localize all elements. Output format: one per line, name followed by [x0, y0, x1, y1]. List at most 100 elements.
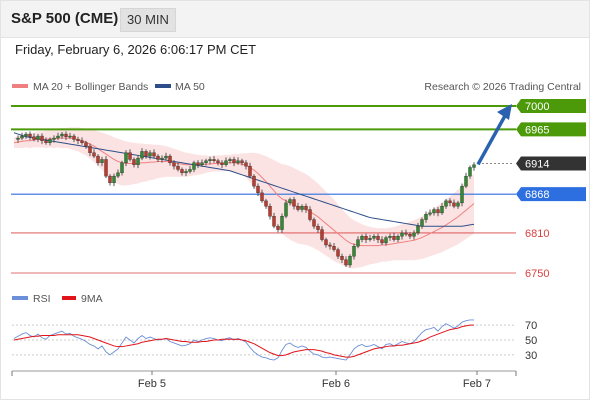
- level-label-6810: 6810: [525, 228, 549, 240]
- candle-body: [436, 209, 440, 214]
- candle-body: [196, 162, 200, 165]
- candle-body: [472, 164, 476, 168]
- candle-body: [400, 232, 404, 237]
- candle-body: [260, 192, 264, 202]
- ma50-legend-label: MA 50: [175, 81, 205, 93]
- candle-body: [444, 200, 448, 207]
- time-label-2: Feb 7: [463, 378, 491, 390]
- rsi-panel: 70 50 30: [12, 319, 537, 362]
- rsi-legend-label: RSI: [33, 293, 51, 305]
- candle-body: [224, 160, 228, 165]
- candle-body: [376, 236, 380, 240]
- bollinger-band-area: [14, 127, 474, 269]
- candle-body: [276, 226, 280, 230]
- ma20-line: [13, 137, 475, 247]
- candle-body: [52, 137, 56, 140]
- bollinger-band: [14, 127, 474, 269]
- rsi-legend-swatch: [12, 296, 28, 300]
- candle-body: [184, 171, 188, 174]
- candle-body: [432, 209, 436, 214]
- candle-body: [340, 256, 344, 260]
- forecast-arrow-shaft: [476, 113, 508, 166]
- candle-body: [112, 175, 116, 184]
- candle-body: [164, 155, 168, 159]
- candle-body: [264, 200, 268, 207]
- candle-body: [32, 136, 36, 140]
- level-tag-6914: [516, 156, 586, 171]
- candle-body: [120, 162, 124, 173]
- candle-body: [108, 175, 112, 184]
- candle-body: [136, 157, 140, 165]
- candle-body: [48, 139, 52, 143]
- candle-body: [20, 135, 24, 139]
- ma9-legend-swatch: [62, 296, 76, 300]
- rsi-ma-line: [13, 324, 474, 358]
- candle-body: [456, 202, 460, 207]
- ma20-legend-swatch: [12, 84, 28, 88]
- price-legend: MA 20 + Bollinger Bands MA 50 Research ©…: [12, 81, 581, 93]
- candle-body: [24, 133, 28, 137]
- candle-body: [448, 200, 452, 204]
- candle-body: [412, 232, 416, 237]
- candle-body: [160, 157, 164, 160]
- candle-body: [236, 160, 240, 163]
- candle-body: [316, 226, 320, 230]
- candle-body: [100, 159, 104, 163]
- rsi-line: [13, 319, 474, 361]
- candle-body: [40, 135, 44, 141]
- candle-body: [368, 238, 372, 240]
- candle-body: [232, 159, 236, 163]
- candle-body: [216, 160, 220, 163]
- forecast-arrow: [476, 104, 512, 166]
- candle-body: [44, 140, 48, 143]
- candle-body: [36, 135, 40, 140]
- candle-body: [284, 202, 288, 217]
- candle-body: [16, 137, 20, 140]
- candle-body: [300, 205, 304, 210]
- rsi-tick-70: 70: [525, 320, 537, 332]
- rsi-legend: RSI 9MA: [12, 293, 103, 305]
- timeframe-button[interactable]: 30 MIN: [120, 8, 176, 32]
- candle-body: [460, 185, 464, 204]
- candle-body: [72, 135, 76, 140]
- candle-body: [128, 152, 132, 160]
- candle-body: [88, 145, 92, 153]
- candle-body: [332, 246, 336, 250]
- instrument-title: S&P 500 (CME): [11, 10, 119, 27]
- candle-body: [308, 209, 312, 220]
- candle-body: [280, 216, 284, 230]
- candle-body: [256, 185, 260, 194]
- candle-body: [96, 155, 100, 163]
- candle-body: [156, 155, 160, 160]
- time-label-0: Feb 5: [138, 378, 166, 390]
- candle-body: [212, 159, 216, 161]
- candle-body: [204, 160, 208, 163]
- candle-body: [384, 237, 388, 244]
- candle-body: [208, 159, 212, 161]
- candle-body: [420, 219, 424, 227]
- candle-body: [220, 162, 224, 165]
- datetime-label: Friday, February 6, 2026 6:06:17 PM CET: [15, 42, 257, 57]
- candle-body: [180, 169, 184, 174]
- candle-body: [356, 239, 360, 247]
- rsi-tick-50: 50: [525, 335, 537, 347]
- candle-body: [364, 236, 368, 240]
- candle-body: [360, 236, 364, 240]
- forecast-arrow-head: [497, 104, 512, 120]
- candle-body: [312, 219, 316, 227]
- candle-body: [372, 236, 376, 239]
- candle-body: [148, 152, 152, 157]
- candle-body: [64, 133, 68, 137]
- price-tags: 7000 6965 6914 6868 6810 6750: [516, 99, 586, 280]
- candles: [16, 131, 476, 268]
- candle-body: [320, 229, 324, 240]
- candle-body: [328, 244, 332, 247]
- level-tag-6965: [516, 122, 586, 137]
- level-tag-6868: [516, 187, 586, 202]
- candle-body: [80, 140, 84, 143]
- candle-body: [200, 162, 204, 165]
- candle-body: [168, 155, 172, 163]
- candle-body: [76, 139, 80, 141]
- candle-body: [140, 151, 144, 159]
